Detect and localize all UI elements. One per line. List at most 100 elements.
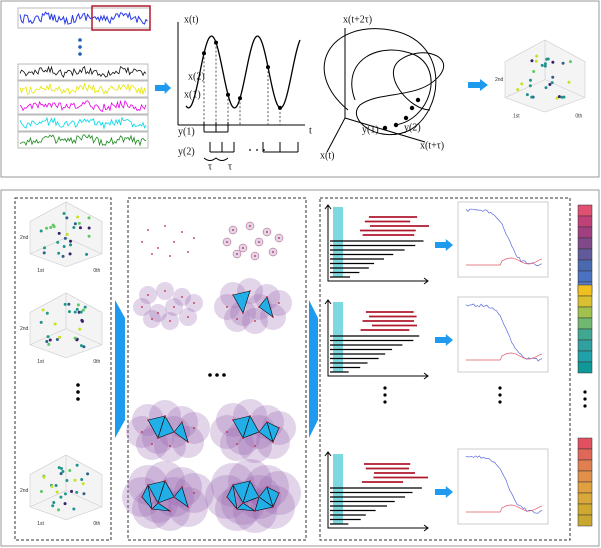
scatter-point	[544, 62, 547, 65]
vertex	[181, 486, 183, 488]
ellipsis-dot	[383, 393, 386, 396]
axis-tick: 2nd	[20, 235, 29, 241]
vertex	[193, 302, 195, 304]
vertex	[193, 492, 195, 494]
scatter-point	[49, 226, 52, 229]
scatter-point	[43, 246, 46, 249]
vertex	[249, 480, 251, 482]
tau-brace	[204, 158, 228, 161]
scatter-point	[551, 81, 554, 84]
feature-cell	[578, 285, 592, 296]
scatter-point	[58, 466, 61, 469]
axis-tick: 2nd	[20, 326, 29, 332]
vertex	[272, 441, 274, 443]
point-label: x(2)	[188, 71, 205, 82]
feature-cell	[578, 340, 592, 351]
vertex	[242, 312, 244, 314]
scatter-point	[551, 61, 554, 64]
vertex	[226, 306, 228, 308]
scatter-point	[47, 335, 50, 338]
vertex	[242, 247, 244, 249]
scatter-point	[72, 508, 75, 511]
vertex	[147, 294, 149, 296]
scatter-point	[65, 216, 68, 219]
scatter-point	[66, 233, 69, 236]
feature-cell	[578, 260, 592, 271]
vertex	[173, 241, 175, 243]
ellipsis-dot	[76, 397, 80, 401]
scatter-point	[84, 306, 87, 309]
scatter-point	[45, 340, 48, 343]
ellipsis-dot	[76, 383, 80, 387]
vertex	[236, 318, 238, 320]
vertex	[151, 253, 153, 255]
vertex	[258, 431, 260, 433]
vertex	[157, 437, 159, 439]
scatter-point	[529, 84, 532, 87]
scatter-point	[76, 216, 79, 219]
scatter-point	[64, 502, 67, 505]
series-box	[18, 115, 148, 131]
scatter-point	[567, 81, 570, 84]
vertex	[236, 508, 238, 510]
scatter-point	[52, 224, 55, 227]
vertex	[258, 306, 260, 308]
vertex	[232, 229, 234, 231]
scatter-point	[54, 323, 57, 326]
vertex	[147, 229, 149, 231]
scatter-point	[78, 222, 81, 225]
feature-cell	[578, 438, 592, 449]
vertex	[226, 496, 228, 498]
axis-label: x(t+2τ)	[343, 14, 372, 25]
scatter-point	[63, 212, 66, 215]
dim0-band	[333, 454, 343, 524]
vertex	[164, 415, 166, 417]
vertex	[173, 431, 175, 433]
vertex	[249, 415, 251, 417]
vertex	[272, 316, 274, 318]
feature-cell	[578, 351, 592, 362]
axis-label: x(t)	[184, 14, 198, 25]
vertex	[266, 421, 268, 423]
feature-cell	[578, 296, 592, 307]
vertex	[232, 419, 234, 421]
axis-tick: 0th	[93, 521, 100, 527]
vertex	[151, 318, 153, 320]
attractor	[352, 50, 431, 125]
scatter-point	[80, 344, 83, 347]
diagram: x(t) t x(1) x(2) y(1) y(2) τ τ x(t+2τ) x…	[0, 0, 601, 548]
scatter-point	[82, 482, 85, 485]
vertex	[193, 427, 195, 429]
curve-box	[458, 202, 548, 277]
ellipsis-dot	[263, 149, 265, 151]
sample	[266, 65, 270, 69]
vertex	[236, 443, 238, 445]
flow-arrow	[435, 239, 453, 251]
scatter-point	[47, 343, 50, 346]
scatter-point	[69, 240, 72, 243]
vertex	[249, 290, 251, 292]
feature-cell	[578, 471, 592, 482]
scatter-point	[51, 485, 54, 488]
scatter-point	[78, 328, 81, 331]
feature-cell	[578, 362, 592, 373]
scatter-point	[74, 222, 77, 225]
feature-cell	[578, 318, 592, 329]
scatter-point	[55, 484, 58, 487]
scatter-point	[86, 472, 89, 475]
axis-tick: 2nd	[495, 77, 504, 83]
axis-tick: 0th	[93, 359, 100, 365]
vertex	[266, 486, 268, 488]
ellipsis-dot	[215, 373, 219, 377]
scatter-point	[57, 252, 60, 255]
feature-cell	[578, 238, 592, 249]
vertex	[141, 306, 143, 308]
scatter-point	[520, 82, 523, 85]
ellipsis-dot	[249, 149, 251, 151]
scatter-point	[530, 59, 533, 62]
scatter-point	[75, 491, 78, 494]
scatter-point	[548, 83, 551, 86]
cube	[30, 293, 102, 358]
vertex	[151, 508, 153, 510]
scatter-point	[69, 243, 72, 246]
